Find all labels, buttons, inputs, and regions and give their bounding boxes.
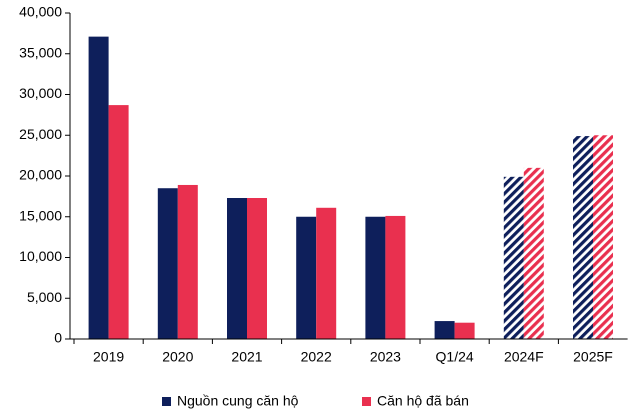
bar bbox=[296, 216, 317, 339]
y-tick-label: 10,000 bbox=[19, 248, 62, 264]
bar bbox=[434, 321, 455, 339]
bar bbox=[503, 176, 524, 339]
x-tick-label: Q1/24 bbox=[436, 349, 474, 365]
y-tick-label: 35,000 bbox=[19, 44, 62, 60]
y-tick-label: 5,000 bbox=[27, 289, 62, 305]
x-tick-label: 2019 bbox=[93, 349, 124, 365]
y-tick-label: 0 bbox=[54, 330, 62, 346]
bar bbox=[108, 105, 129, 339]
bar bbox=[365, 216, 386, 339]
legend-swatch bbox=[362, 397, 371, 406]
x-tick-label: 2020 bbox=[162, 349, 193, 365]
y-tick-label: 25,000 bbox=[19, 126, 62, 142]
x-tick-label: 2023 bbox=[370, 349, 401, 365]
x-tick-label: 2024F bbox=[504, 349, 544, 365]
x-tick-label: 2025F bbox=[573, 349, 613, 365]
legend-swatch bbox=[162, 397, 171, 406]
bar bbox=[385, 215, 406, 339]
x-tick-label: 2021 bbox=[231, 349, 262, 365]
bar bbox=[227, 198, 247, 339]
y-tick-label: 40,000 bbox=[19, 4, 62, 20]
bar bbox=[593, 135, 613, 339]
bar bbox=[177, 184, 198, 339]
bar bbox=[523, 167, 544, 339]
bar bbox=[157, 188, 178, 339]
bar bbox=[247, 198, 267, 339]
y-tick-label: 20,000 bbox=[19, 167, 62, 183]
bar bbox=[573, 136, 593, 339]
legend-label: Nguồn cung căn hộ bbox=[177, 393, 299, 409]
bar bbox=[88, 36, 109, 339]
y-tick-label: 15,000 bbox=[19, 207, 62, 223]
legend-label: Căn hộ đã bán bbox=[377, 393, 469, 409]
bar bbox=[316, 207, 337, 339]
bar bbox=[454, 322, 475, 339]
y-tick-label: 30,000 bbox=[19, 85, 62, 101]
x-tick-label: 2022 bbox=[301, 349, 332, 365]
